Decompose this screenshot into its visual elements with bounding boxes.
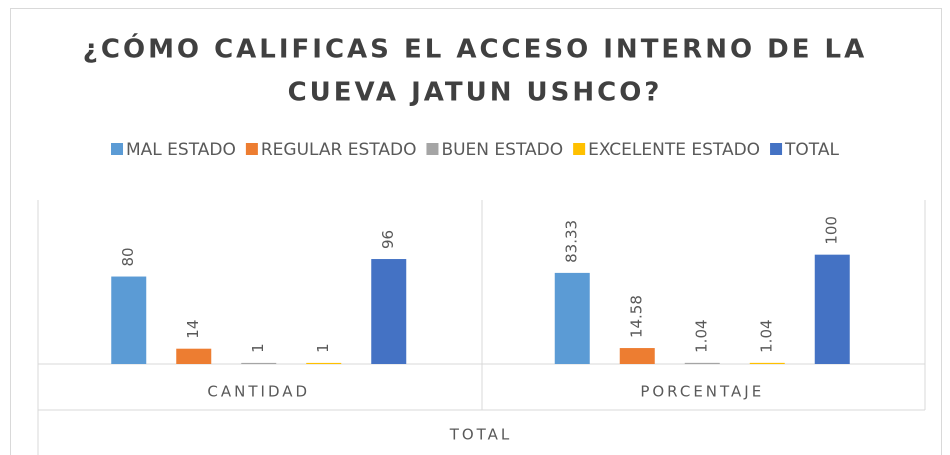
legend-label: EXCELENTE ESTADO [588, 140, 760, 160]
category-group-label: TOTAL [449, 426, 513, 444]
data-label: 96 [379, 230, 397, 249]
bar [306, 362, 342, 364]
legend-swatch [245, 143, 258, 155]
data-label: 1 [314, 343, 332, 353]
chart-title: ¿CÓMO CALIFICAS EL ACCESO INTERNO DE LA [83, 33, 867, 65]
data-label: 1.04 [693, 319, 711, 352]
data-label: 14.58 [628, 295, 646, 338]
legend-label: REGULAR ESTADO [261, 140, 417, 160]
bar [814, 254, 850, 364]
legend-label: TOTAL [784, 140, 839, 160]
bar [684, 362, 720, 364]
legend-label: MAL ESTADO [126, 140, 236, 160]
data-label: 1 [249, 343, 267, 353]
data-label: 100 [823, 216, 841, 245]
data-label: 83.33 [563, 220, 581, 263]
chart-border [10, 8, 942, 455]
bar [176, 348, 212, 364]
chart-title: CUEVA JATUN USHCO? [288, 78, 663, 108]
bar [371, 259, 407, 364]
x-tick-label: CANTIDAD [207, 383, 310, 401]
x-tick-label: PORCENTAJE [640, 383, 764, 401]
bar [111, 276, 147, 364]
data-label: 80 [119, 247, 137, 266]
legend-swatch [426, 143, 439, 155]
bar [241, 362, 277, 364]
legend-swatch [573, 143, 586, 155]
legend-swatch [111, 143, 124, 155]
legend-label: BUEN ESTADO [441, 140, 563, 160]
bar [749, 362, 785, 364]
bar [619, 348, 655, 364]
bar [554, 272, 590, 364]
data-label: 1.04 [758, 319, 776, 352]
data-label: 14 [184, 320, 202, 339]
legend-swatch [770, 143, 783, 155]
